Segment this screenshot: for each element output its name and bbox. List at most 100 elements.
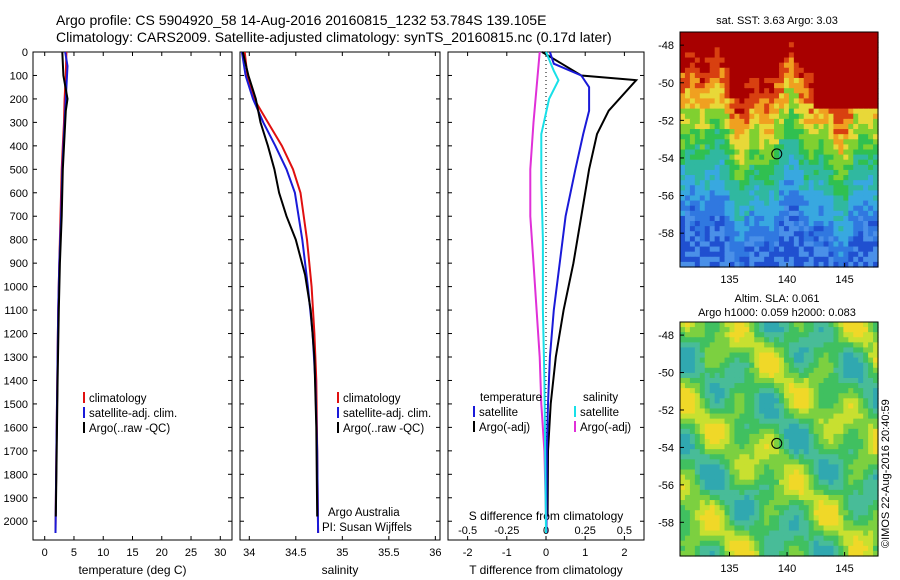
sla-map-cell [739, 444, 745, 450]
sla-map-cell [808, 474, 815, 481]
sla-map-cell [724, 520, 731, 527]
sla-map-cell [749, 530, 755, 537]
sla-map-cell [754, 388, 760, 394]
sla-map-cell [769, 484, 775, 491]
sla-map-cell [828, 413, 835, 420]
sst-map-cell [788, 261, 795, 268]
sst-map-cell [793, 185, 800, 191]
sla-map-cell [808, 418, 815, 425]
sla-map-cell [833, 398, 839, 404]
sla-map-cell [813, 530, 820, 537]
sla-map-cell [838, 327, 844, 333]
sst-map-cell [684, 190, 691, 197]
sst-map-cell [724, 205, 731, 212]
sst-map-cell [694, 221, 701, 227]
sla-map-cell [823, 362, 830, 369]
sla-map-cell [764, 540, 770, 547]
sla-map-cell [729, 383, 736, 389]
sla-map-cell [739, 489, 745, 496]
sla-map-cell [680, 550, 686, 557]
sla-map-cell [783, 347, 790, 354]
sla-map-cell [684, 403, 691, 410]
sla-map-cell [724, 494, 731, 501]
sst-map-cell [813, 251, 820, 258]
sla-map-cell [818, 444, 825, 450]
sla-map-cell [694, 408, 701, 415]
sla-map-cell [793, 332, 800, 338]
sst-map-cell [739, 52, 745, 59]
sst-map-cell [858, 52, 864, 59]
sla-map-cell [704, 484, 711, 491]
sla-map-cell [803, 352, 810, 359]
sla-map-cell [863, 403, 869, 410]
sst-map-cell [704, 83, 711, 89]
sla-map-cell [843, 413, 849, 420]
sla-map-cell [813, 342, 820, 349]
sla-map-cell [853, 464, 859, 471]
sla-map-cell [788, 520, 795, 527]
sst-map-cell [873, 215, 879, 222]
sla-map-cell [759, 520, 765, 527]
sla-map-cell [694, 530, 701, 537]
sla-map-cell [873, 550, 879, 557]
sst-map-cell [863, 180, 869, 186]
sst-map-cell [699, 246, 706, 253]
sst-map-cell [873, 98, 879, 105]
sst-map-cell [759, 210, 765, 217]
sla-map-cell [848, 428, 854, 435]
sst-map-cell [774, 83, 780, 89]
sla-map-cell [744, 352, 750, 359]
sla-map-cell [798, 433, 805, 440]
sst-map-cell [719, 134, 726, 140]
sst-map-cell [823, 108, 830, 115]
sla-map-cell [759, 550, 765, 557]
sla-map-cell [788, 489, 795, 496]
sst-map-cell [853, 231, 859, 237]
sst-map-cell [734, 129, 740, 135]
sla-map-cell [823, 525, 830, 532]
sla-map-cell [783, 500, 790, 506]
sla-map-cell [823, 428, 830, 435]
sst-map-cell [798, 67, 805, 74]
sst-map-cell [744, 144, 750, 151]
sst-map-cell [684, 93, 691, 100]
sst-map-cell [828, 134, 835, 140]
sst-map-cell [828, 83, 835, 89]
sst-map-cell [868, 159, 874, 166]
sst-map-cell [759, 67, 765, 74]
sla-map-cell [699, 489, 706, 496]
sla-map-cell [694, 444, 701, 450]
sla-map-cell [769, 423, 775, 430]
sst-map-cell [744, 205, 750, 212]
sla-map-cell [838, 454, 844, 460]
sst-map-cell [749, 103, 755, 110]
sla-map-cell [848, 444, 854, 450]
sla-map-cell [699, 459, 706, 466]
sla-map-cell [714, 413, 721, 420]
sst-map-cell [680, 52, 686, 59]
sst-map-cell [724, 175, 731, 181]
sst-map-cell [863, 144, 869, 151]
sla-map-cell [793, 444, 800, 450]
sla-map-cell [719, 413, 726, 420]
sla-map-cell [843, 408, 849, 415]
sst-map-cell [759, 134, 765, 140]
sst-map-cell [803, 251, 810, 258]
sst-map-cell [754, 98, 760, 105]
lat-tick-label: -58 [658, 228, 674, 240]
sst-map-cell [828, 144, 835, 151]
sla-map-cell [759, 474, 765, 481]
sla-map-cell [749, 454, 755, 460]
sla-map-cell [680, 428, 686, 435]
sla-map-cell [808, 433, 815, 440]
sla-map-cell [818, 535, 825, 542]
sst-map-cell [749, 42, 755, 48]
sla-map-cell [788, 322, 795, 328]
sla-map-cell [838, 540, 844, 547]
sst-map-cell [828, 118, 835, 125]
sst-map-cell [699, 221, 706, 227]
sla-map-cell [729, 398, 736, 404]
sla-map-cell [729, 444, 736, 450]
sst-map-cell [823, 57, 830, 64]
sla-map-cell [684, 505, 691, 511]
